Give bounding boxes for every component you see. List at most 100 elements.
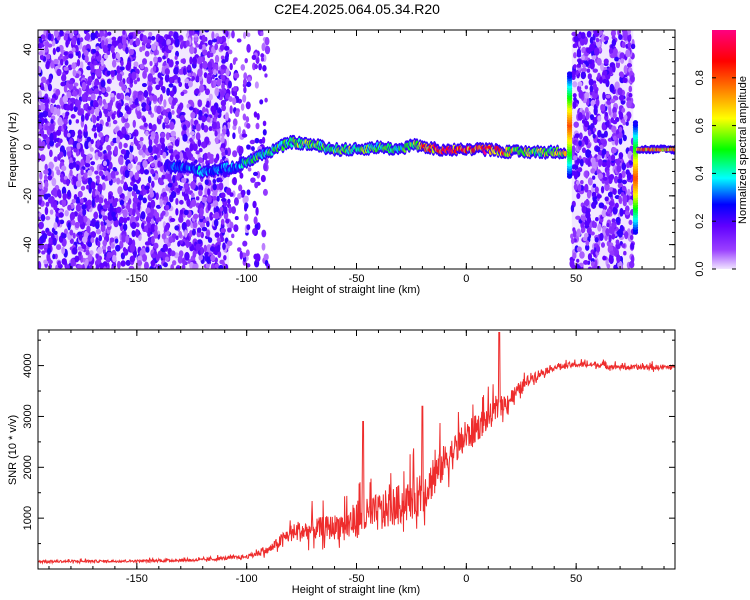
- noise-point: [198, 84, 205, 93]
- noise-point: [114, 197, 119, 203]
- noise-point: [576, 246, 582, 253]
- noise-point: [44, 206, 49, 216]
- noise-point: [609, 98, 616, 104]
- noise-point: [581, 67, 588, 73]
- noise-point: [167, 145, 174, 150]
- noise-point: [94, 221, 100, 230]
- noise-point: [102, 204, 108, 210]
- noise-point: [598, 30, 604, 36]
- noise-point: [203, 72, 208, 79]
- noise-point: [81, 81, 87, 91]
- x-tick-label: -100: [236, 273, 258, 285]
- noise-point: [84, 113, 89, 121]
- noise-point: [107, 172, 112, 182]
- noise-point: [139, 30, 145, 33]
- noise-point: [618, 34, 623, 40]
- noise-point: [183, 182, 189, 190]
- noise-point: [44, 125, 49, 131]
- noise-point: [115, 244, 121, 252]
- noise-point: [135, 222, 140, 228]
- snr-axes: -150 -100 -50 0 50 1000 2000 3000 4000: [22, 330, 675, 585]
- noise-point: [140, 211, 146, 220]
- noise-point: [139, 137, 144, 142]
- noise-point: [198, 147, 203, 153]
- noise-point: [599, 232, 604, 241]
- noise-point: [124, 105, 130, 112]
- y-tick-label: -40: [22, 237, 34, 253]
- noise-point: [223, 200, 228, 207]
- noise-point: [244, 213, 249, 222]
- noise-point: [116, 136, 121, 144]
- noise-point: [246, 43, 251, 53]
- noise-point: [253, 111, 258, 118]
- noise-point: [100, 79, 106, 88]
- noise-point: [145, 215, 152, 224]
- noise-point: [100, 58, 105, 67]
- noise-point: [38, 261, 42, 269]
- noise-point: [55, 143, 59, 148]
- noise-point: [78, 234, 83, 241]
- noise-point: [93, 60, 98, 66]
- noise-point: [597, 223, 602, 232]
- noise-point: [204, 187, 208, 196]
- noise-point: [587, 73, 592, 80]
- noise-point: [128, 152, 133, 161]
- noise-point: [228, 96, 233, 103]
- noise-point: [610, 53, 615, 59]
- noise-point: [214, 43, 219, 51]
- noise-point: [254, 181, 259, 189]
- noise-point: [626, 188, 631, 197]
- noise-point: [65, 178, 70, 187]
- noise-point: [162, 122, 166, 130]
- noise-point: [619, 207, 624, 217]
- noise-point: [621, 107, 626, 113]
- x-tick-label: -150: [126, 573, 148, 585]
- noise-point: [123, 142, 128, 149]
- noise-point: [68, 79, 74, 85]
- noise-point: [591, 201, 597, 209]
- noise-point: [579, 251, 585, 259]
- noise-point: [135, 216, 140, 222]
- colorbar-tick-label: 0.6: [694, 118, 706, 133]
- noise-point: [95, 228, 102, 235]
- noise-point: [153, 242, 159, 249]
- noise-point: [142, 58, 148, 65]
- noise-point: [77, 264, 83, 269]
- noise-point: [222, 128, 227, 135]
- noise-point: [141, 253, 148, 262]
- noise-point: [586, 68, 591, 73]
- spike-point: [632, 120, 639, 126]
- noise-point: [582, 63, 586, 69]
- noise-point: [42, 96, 48, 101]
- noise-point: [594, 186, 599, 194]
- noise-point: [210, 254, 216, 262]
- noise-point: [177, 241, 181, 247]
- noise-point: [80, 168, 84, 176]
- noise-point: [595, 37, 600, 43]
- noise-point: [136, 30, 141, 35]
- noise-point: [627, 41, 632, 48]
- noise-point: [175, 208, 179, 216]
- spike-point: [566, 71, 573, 77]
- noise-point: [573, 121, 579, 128]
- noise-point: [83, 172, 88, 179]
- noise-point: [600, 242, 605, 248]
- noise-point: [97, 151, 103, 158]
- noise-point: [85, 251, 90, 256]
- noise-point: [617, 87, 623, 96]
- noise-point: [61, 233, 67, 239]
- noise-point: [581, 205, 587, 214]
- noise-point: [262, 188, 268, 196]
- noise-point: [203, 244, 208, 253]
- noise-point: [136, 77, 140, 82]
- noise-point: [610, 226, 615, 235]
- noise-point: [125, 259, 131, 266]
- noise-point: [584, 170, 589, 179]
- noise-point: [232, 97, 237, 106]
- noise-point: [158, 80, 164, 87]
- noise-point: [45, 201, 50, 207]
- noise-point: [598, 202, 605, 209]
- noise-point: [227, 198, 231, 204]
- noise-point: [251, 54, 257, 61]
- noise-point: [103, 108, 109, 115]
